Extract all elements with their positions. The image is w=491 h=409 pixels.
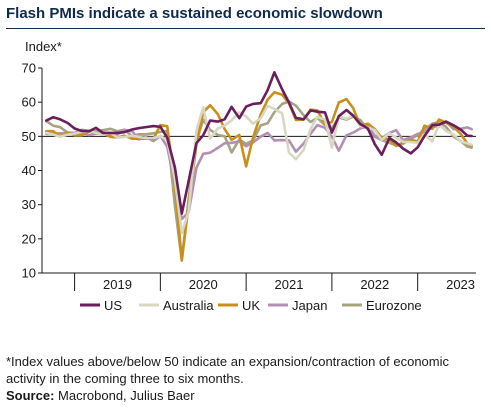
title-divider — [6, 28, 485, 29]
legend-item-australia: Australia — [139, 298, 214, 313]
legend-label: Australia — [163, 298, 214, 313]
y-tick-label: 40 — [22, 163, 36, 178]
source-line: Source: Macrobond, Julius Baer — [6, 388, 195, 403]
chart-axes: Index* 10 20 30 40 50 60 70 2019 2020 2021 2022 2023 — [22, 39, 476, 292]
legend-label: UK — [242, 298, 260, 313]
legend-label: Japan — [292, 298, 327, 313]
legend-item-eurozone: Eurozone — [342, 298, 422, 313]
y-tick-label: 50 — [22, 129, 36, 144]
x-tick-label: 2020 — [189, 277, 218, 292]
series-line-eurozone — [45, 100, 473, 262]
y-tick-label: 30 — [22, 197, 36, 212]
y-axis-label: Index* — [25, 39, 62, 54]
x-tick-label: 2023 — [446, 277, 475, 292]
y-tick-label: 70 — [22, 61, 36, 76]
legend-label: Eurozone — [366, 298, 422, 313]
x-tick-label: 2022 — [360, 277, 389, 292]
series-line-uk — [45, 91, 473, 262]
x-tick-label: 2019 — [103, 277, 132, 292]
series-line-us — [45, 71, 473, 215]
y-tick-label: 20 — [22, 231, 36, 246]
legend: US Australia UK Japan Eurozone — [80, 298, 422, 313]
footnote: *Index values above/below 50 indicate an… — [6, 354, 450, 386]
legend-label: US — [104, 298, 122, 313]
legend-item-uk: UK — [218, 298, 260, 313]
legend-item-us: US — [80, 298, 122, 313]
source-text: Macrobond, Julius Baer — [54, 388, 195, 403]
legend-item-japan: Japan — [268, 298, 327, 313]
series-line-japan — [45, 120, 473, 221]
y-tick-label: 60 — [22, 95, 36, 110]
series-line-australia — [45, 104, 473, 235]
x-tick-label: 2021 — [275, 277, 304, 292]
source-label: Source: — [6, 388, 55, 403]
series-lines — [45, 71, 473, 262]
chart-title: Flash PMIs indicate a sustained economic… — [6, 5, 383, 22]
y-tick-label: 10 — [22, 266, 36, 281]
pmi-line-chart: Index* 10 20 30 40 50 60 70 2019 2020 2021 2022 2023… — [22, 39, 476, 313]
